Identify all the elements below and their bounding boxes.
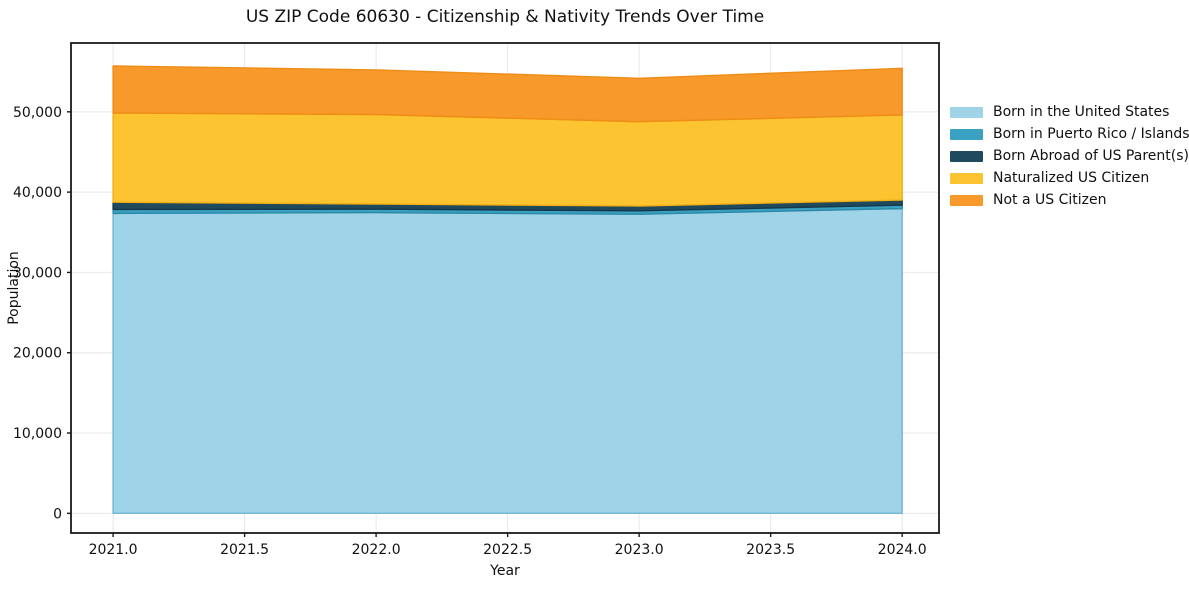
legend: Born in the United States Born in Puerto … bbox=[950, 101, 1189, 211]
x-tick-label: 2022.0 bbox=[352, 542, 401, 558]
chart-title: US ZIP Code 60630 - Citizenship & Nativi… bbox=[245, 7, 765, 27]
legend-item-born-in-the-united-states: Born in the United States bbox=[950, 101, 1189, 123]
y-axis-label: Population bbox=[6, 251, 22, 325]
legend-label: Born in the United States bbox=[993, 104, 1170, 120]
y-tick-label: 30,000 bbox=[13, 265, 62, 281]
legend-item-not-a-us-citizen: Not a US Citizen bbox=[950, 189, 1189, 211]
x-tick-label: 2023.5 bbox=[746, 542, 795, 558]
x-tick-label: 2023.0 bbox=[615, 542, 664, 558]
x-axis-label: Year bbox=[490, 563, 520, 579]
legend-item-naturalized-us-citizen: Naturalized US Citizen bbox=[950, 167, 1189, 189]
legend-swatch-icon bbox=[950, 150, 983, 162]
y-tick-label: 50,000 bbox=[13, 105, 62, 121]
y-tick-label: 10,000 bbox=[13, 426, 62, 442]
x-tick-label: 2024.0 bbox=[878, 542, 927, 558]
y-tick-label: 0 bbox=[53, 506, 62, 522]
legend-label: Not a US Citizen bbox=[993, 192, 1107, 208]
y-tick-label: 20,000 bbox=[13, 346, 62, 362]
area-not-a-us-citizen bbox=[112, 65, 903, 123]
legend-swatch-icon bbox=[950, 128, 983, 140]
legend-swatch-icon bbox=[950, 194, 983, 206]
area-born-in-the-united-states bbox=[112, 207, 903, 514]
axes-box bbox=[70, 42, 940, 534]
x-tick-label: 2021.0 bbox=[89, 542, 138, 558]
legend-swatch-icon bbox=[950, 172, 983, 184]
x-tick-label: 2022.5 bbox=[483, 542, 532, 558]
legend-label: Born Abroad of US Parent(s) bbox=[993, 148, 1189, 164]
x-tick-label: 2021.5 bbox=[220, 542, 269, 558]
legend-item-born-abroad-of-us-parent-s: Born Abroad of US Parent(s) bbox=[950, 145, 1189, 167]
y-tick-label: 40,000 bbox=[13, 185, 62, 201]
legend-label: Born in Puerto Rico / Islands bbox=[993, 126, 1189, 142]
legend-label: Naturalized US Citizen bbox=[993, 170, 1150, 186]
area-naturalized-us-citizen bbox=[112, 112, 903, 207]
legend-item-born-in-puerto-rico-islands: Born in Puerto Rico / Islands bbox=[950, 123, 1189, 145]
legend-swatch-icon bbox=[950, 106, 983, 118]
